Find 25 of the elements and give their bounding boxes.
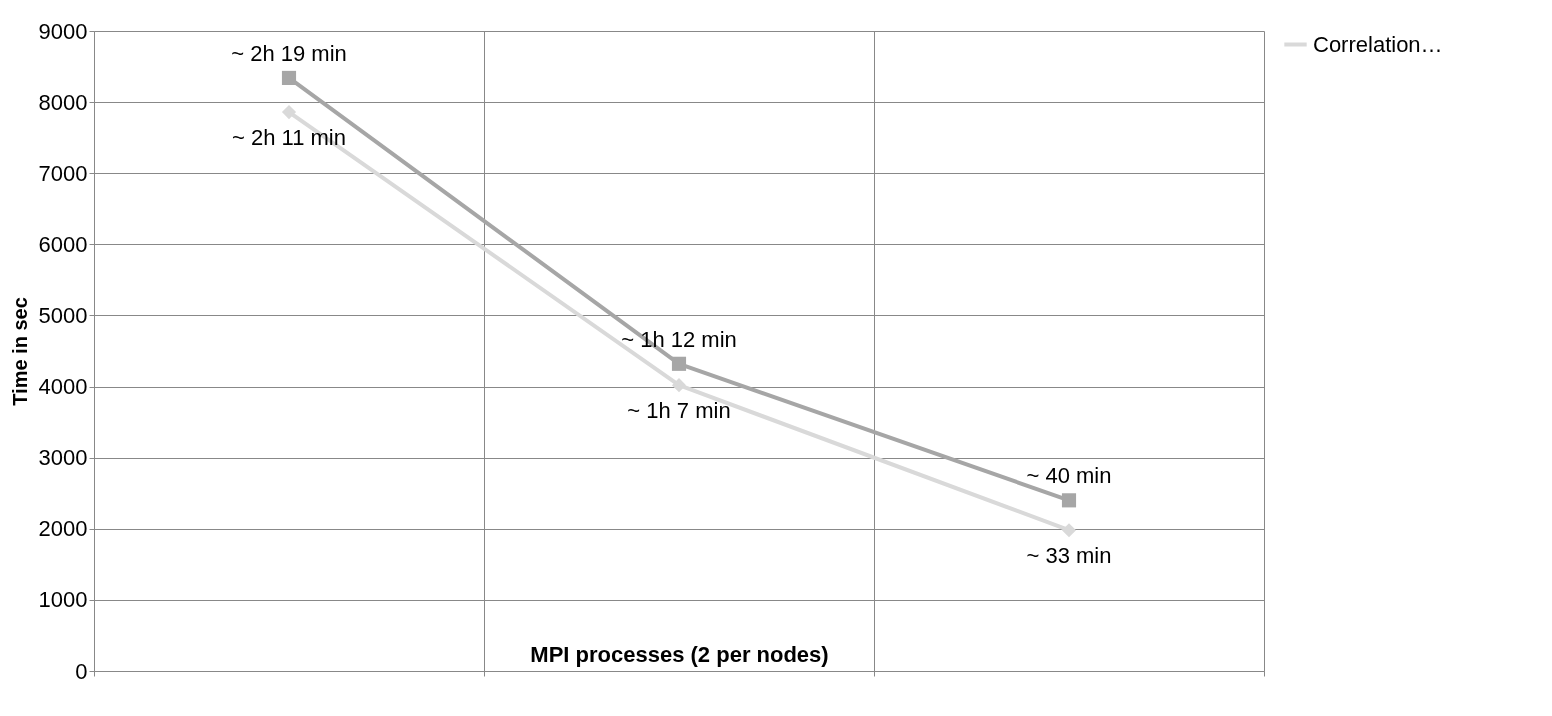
legend-label: Correlation…	[1313, 31, 1443, 57]
y-tick-label: 5000	[38, 302, 88, 328]
point	[1061, 493, 1077, 508]
y-tick-label: 1000	[38, 587, 88, 613]
y-tick-label: 6000	[38, 231, 88, 257]
y-tick-label: 3000	[38, 445, 88, 471]
point	[671, 378, 687, 393]
point	[281, 70, 297, 85]
y-tick-label: 7000	[38, 160, 88, 186]
annotation: ~ 40 min	[1026, 463, 1112, 489]
point	[281, 105, 297, 120]
point	[1061, 523, 1077, 538]
annotation: ~ 2h 11 min	[232, 125, 346, 151]
annotation: ~ 2h 19 min	[231, 40, 347, 66]
y-tick-label: 8000	[38, 89, 88, 115]
y-axis-title: Time in sec	[8, 297, 31, 406]
y-tick-label: 2000	[38, 516, 88, 542]
annotation: ~ 1h 7 min	[627, 398, 731, 424]
y-tick-label: 4000	[38, 374, 88, 400]
point	[671, 356, 687, 371]
y-tick-label: 9000	[38, 18, 88, 44]
x-axis-title: MPI processes (2 per nodes)	[530, 642, 829, 667]
y-tick-label: 0	[75, 658, 88, 684]
annotation: ~ 1h 12 min	[621, 326, 737, 352]
annotation: ~ 33 min	[1026, 543, 1112, 569]
